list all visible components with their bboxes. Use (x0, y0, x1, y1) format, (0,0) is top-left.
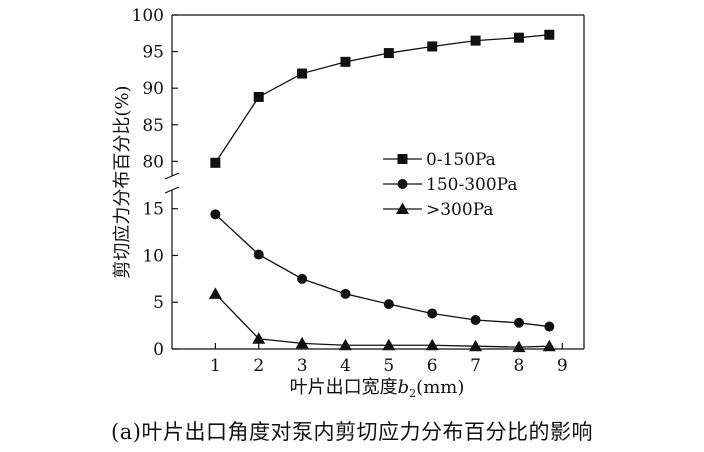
series-line (214, 213, 550, 328)
x-tick-label: 2 (253, 356, 264, 376)
y-tick-label-lower: 0 (153, 340, 164, 360)
data-point (427, 41, 438, 52)
legend-marker (397, 179, 408, 189)
x-tick-label: 8 (514, 356, 525, 376)
x-axis-label-text: 叶片出口宽度 (290, 377, 398, 398)
y-tick-label-upper: 95 (142, 43, 164, 63)
y-tick-label-lower: 5 (153, 293, 164, 313)
y-axis-label: 剪切应力分布百分比(%) (112, 85, 133, 278)
data-point (513, 32, 524, 43)
x-axis-label: 叶片出口宽度b2(mm) (290, 377, 465, 400)
data-point (383, 299, 394, 310)
data-point (338, 338, 352, 351)
y-tick-label-upper: 80 (142, 152, 164, 172)
legend-marker (396, 202, 409, 214)
data-point (383, 48, 394, 59)
axis-break-mark-upper (164, 172, 180, 180)
x-tick-label: 7 (470, 356, 481, 376)
data-point (470, 315, 481, 326)
data-point (542, 339, 556, 352)
ticks: 1 2 3 4 5 6 7 8 9 80 85 90 95 100 0 5 10 15 (132, 6, 568, 376)
x-axis-label-var: b (398, 377, 410, 398)
x-tick-label: 5 (383, 356, 394, 376)
data-point (210, 209, 221, 220)
series-line (214, 293, 550, 348)
legend-label: 150-300Pa (426, 175, 517, 195)
legend: 0-150Pa 150-300Pa >300Pa (383, 150, 517, 220)
data-point (253, 91, 264, 102)
y-tick-label-lower: 15 (142, 200, 164, 220)
y-tick-label-lower: 10 (142, 246, 164, 266)
data-point (340, 56, 351, 67)
data-point (513, 317, 524, 328)
axis-break-mark-lower (164, 186, 180, 194)
data-point (544, 29, 555, 40)
data-point (297, 273, 308, 284)
legend-label: 0-150Pa (426, 150, 496, 170)
data-point (295, 336, 309, 349)
y-tick-label-upper: 85 (142, 116, 164, 136)
figure-caption: (a)叶片出口角度对泵内剪切应力分布百分比的影响 (111, 420, 593, 444)
series-triangle (208, 287, 556, 353)
data-point (340, 288, 351, 299)
x-axis-label-sub: 2 (409, 387, 416, 400)
y-tick-label-upper: 90 (142, 79, 164, 99)
data-point (210, 157, 221, 168)
data-point (427, 308, 438, 319)
series-square (210, 29, 555, 168)
data-point (297, 68, 308, 79)
data-point (253, 249, 264, 260)
legend-marker (397, 154, 408, 164)
data-point (425, 338, 439, 351)
shear-stress-chart: 1 2 3 4 5 6 7 8 9 80 85 90 95 100 0 5 10 15 0-150Pa 150-30… (112, 6, 585, 400)
data-point (382, 338, 396, 351)
series-circle (210, 209, 555, 332)
data-point (512, 340, 526, 353)
series-line (214, 34, 550, 164)
data-point (544, 321, 555, 332)
legend-label: >300Pa (426, 200, 494, 220)
x-tick-label: 9 (557, 356, 568, 376)
axis-labels: 叶片出口宽度b2(mm) 剪切应力分布百分比(%) (112, 85, 464, 400)
x-tick-label: 6 (427, 356, 438, 376)
x-tick-label: 4 (340, 356, 351, 376)
x-tick-label: 1 (210, 356, 221, 376)
data-point (252, 332, 266, 344)
data-point (469, 339, 483, 352)
y-tick-label-upper: 100 (132, 6, 164, 26)
axes (164, 14, 585, 350)
data-point (208, 287, 222, 299)
series-layer (208, 29, 556, 353)
data-point (470, 35, 481, 46)
x-tick-label: 3 (297, 356, 308, 376)
x-axis-label-unit: (mm) (416, 377, 464, 398)
